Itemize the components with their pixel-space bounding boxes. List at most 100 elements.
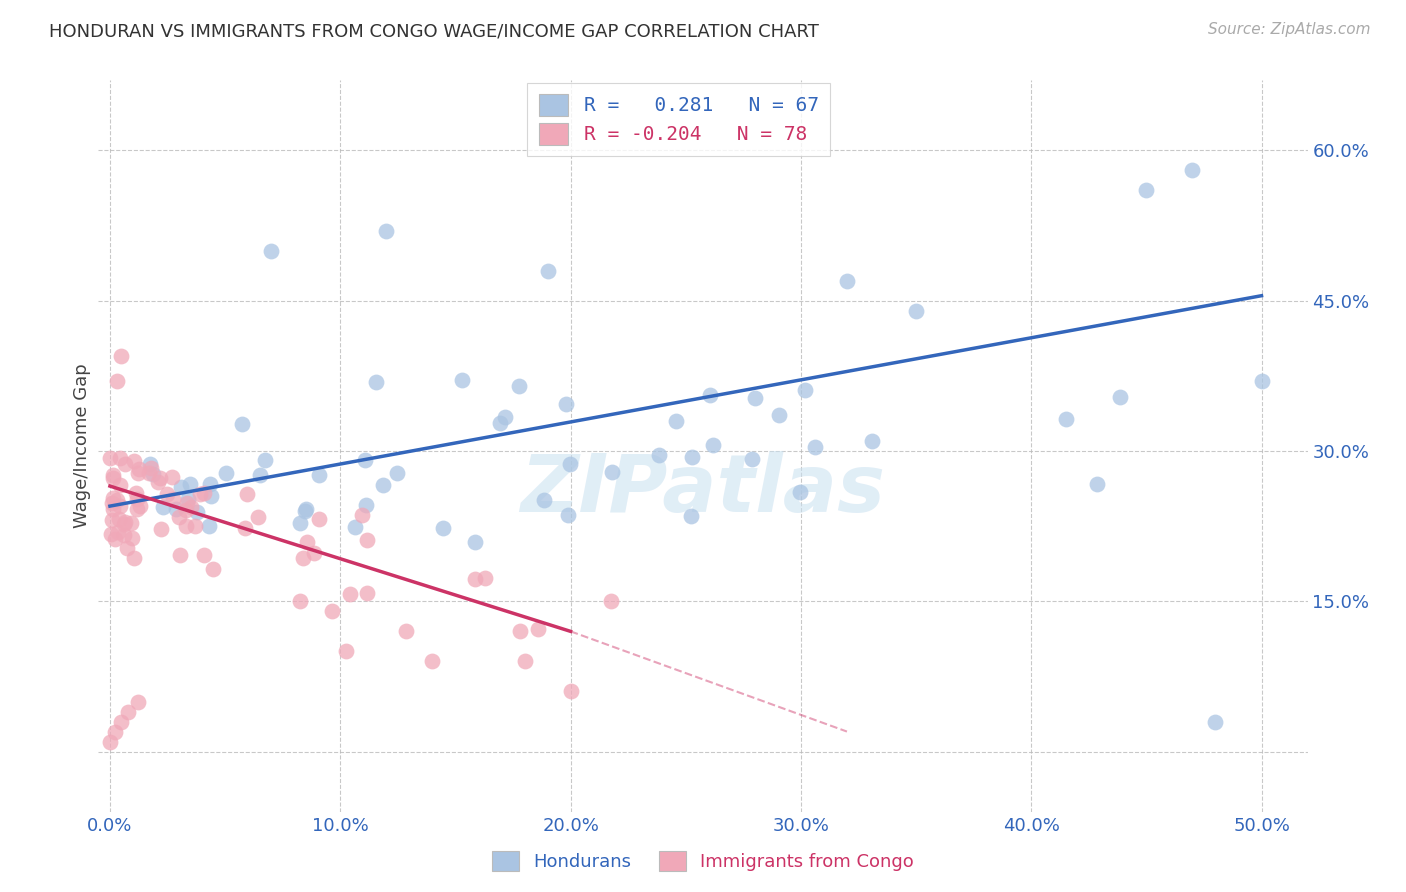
Point xyxy=(198,476,221,491)
Legend: Hondurans, Immigrants from Congo: Hondurans, Immigrants from Congo xyxy=(485,844,921,879)
Point xyxy=(105,374,128,388)
Point xyxy=(356,533,378,547)
Point xyxy=(105,493,128,508)
Point xyxy=(117,541,139,555)
Point xyxy=(247,509,270,524)
Point xyxy=(794,383,817,397)
Point xyxy=(125,492,148,507)
Point xyxy=(114,457,136,471)
Point xyxy=(101,501,124,516)
Point xyxy=(558,457,581,471)
Point xyxy=(292,550,315,565)
Point xyxy=(112,528,135,542)
Point xyxy=(193,485,215,500)
Point xyxy=(422,655,444,669)
Point xyxy=(1085,477,1108,491)
Point xyxy=(395,624,418,638)
Point xyxy=(112,517,135,532)
Point xyxy=(165,501,187,516)
Point xyxy=(288,516,311,530)
Point xyxy=(193,548,215,562)
Point xyxy=(122,454,145,468)
Point xyxy=(125,501,148,516)
Point xyxy=(180,500,202,514)
Point xyxy=(509,624,531,638)
Point xyxy=(122,551,145,566)
Point xyxy=(294,504,316,518)
Point xyxy=(554,397,576,411)
Point xyxy=(169,548,191,562)
Point xyxy=(648,448,671,462)
Point xyxy=(508,379,530,393)
Point xyxy=(177,491,200,506)
Point xyxy=(681,450,703,465)
Point xyxy=(138,467,160,481)
Point xyxy=(128,499,150,513)
Point xyxy=(385,466,408,480)
Text: HONDURAN VS IMMIGRANTS FROM CONGO WAGE/INCOME GAP CORRELATION CHART: HONDURAN VS IMMIGRANTS FROM CONGO WAGE/I… xyxy=(49,22,820,40)
Point xyxy=(114,515,136,529)
Point xyxy=(260,244,283,258)
Point xyxy=(107,512,129,526)
Point xyxy=(354,498,377,512)
Point xyxy=(139,461,162,475)
Point xyxy=(1181,163,1204,178)
Point xyxy=(1204,714,1226,729)
Point xyxy=(170,480,193,494)
Point xyxy=(201,562,224,576)
Point xyxy=(101,513,124,527)
Point xyxy=(1109,390,1132,404)
Point xyxy=(110,349,132,363)
Point xyxy=(176,496,198,510)
Point xyxy=(1250,374,1272,388)
Point xyxy=(308,512,330,526)
Point xyxy=(860,434,883,448)
Point xyxy=(148,475,170,490)
Point xyxy=(335,644,357,658)
Point xyxy=(600,594,623,608)
Point xyxy=(536,263,558,277)
Point xyxy=(152,500,174,515)
Point xyxy=(101,496,124,510)
Point xyxy=(100,527,122,541)
Point xyxy=(101,491,124,505)
Point xyxy=(162,491,184,506)
Point xyxy=(533,493,555,508)
Point xyxy=(103,724,125,739)
Point xyxy=(489,416,512,430)
Point xyxy=(186,505,208,519)
Point xyxy=(295,534,318,549)
Point xyxy=(167,510,190,524)
Point xyxy=(804,440,827,454)
Point xyxy=(375,223,398,237)
Point xyxy=(432,521,454,535)
Point xyxy=(464,535,486,549)
Point xyxy=(184,518,207,533)
Point xyxy=(121,531,143,545)
Point xyxy=(464,572,486,586)
Text: Source: ZipAtlas.com: Source: ZipAtlas.com xyxy=(1208,22,1371,37)
Point xyxy=(125,486,148,500)
Point xyxy=(249,467,271,482)
Point xyxy=(179,477,201,491)
Point xyxy=(600,465,623,479)
Point xyxy=(128,462,150,476)
Point xyxy=(768,409,790,423)
Point xyxy=(356,586,378,600)
Point xyxy=(371,478,394,492)
Point xyxy=(560,684,582,698)
Point xyxy=(527,622,550,636)
Point xyxy=(474,571,496,585)
Point xyxy=(98,450,121,465)
Point xyxy=(236,486,259,500)
Point xyxy=(699,387,721,401)
Point xyxy=(253,453,276,467)
Point xyxy=(174,503,197,517)
Point xyxy=(156,487,179,501)
Point xyxy=(494,409,516,424)
Point xyxy=(101,471,124,485)
Point xyxy=(741,451,763,466)
Point xyxy=(835,274,858,288)
Point xyxy=(513,655,536,669)
Point xyxy=(103,467,125,482)
